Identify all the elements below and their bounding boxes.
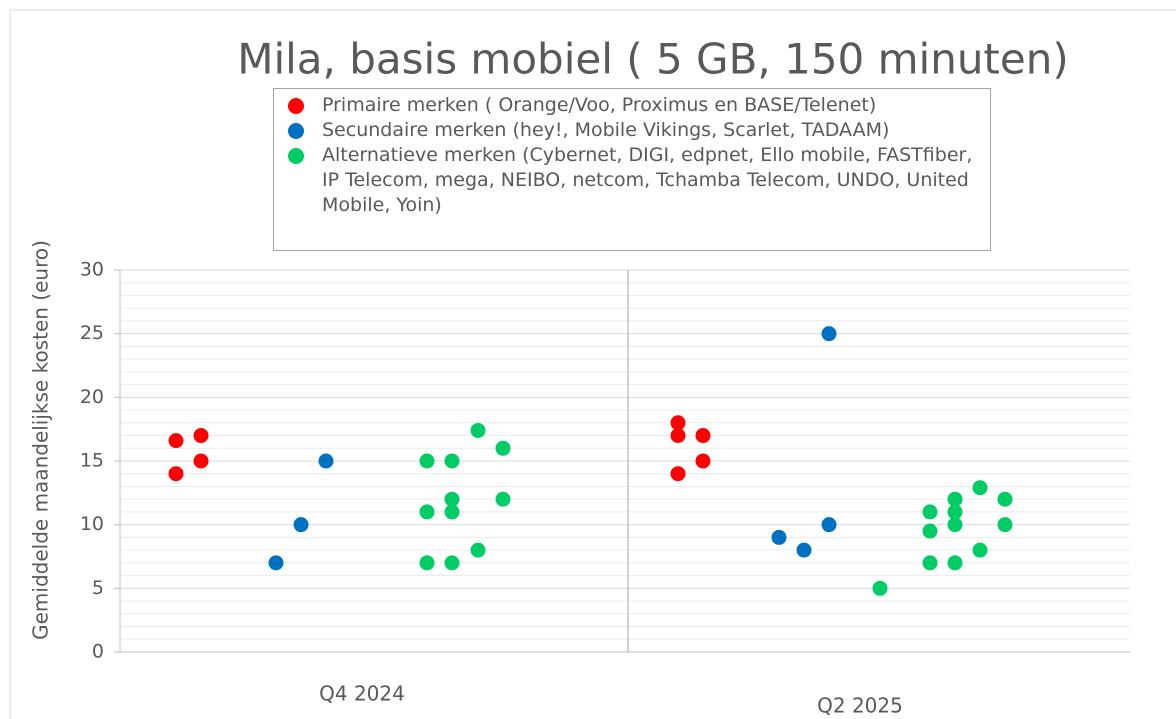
- point: [444, 504, 460, 520]
- point: [670, 428, 686, 444]
- y-tick-label: 5: [92, 577, 104, 599]
- point: [419, 504, 435, 520]
- chart-border: [9, 9, 1176, 719]
- point: [997, 491, 1013, 507]
- point: [670, 466, 686, 482]
- point: [293, 517, 309, 533]
- point: [419, 453, 435, 469]
- point: [796, 542, 812, 558]
- point: [495, 491, 511, 507]
- y-tick-label: 10: [80, 513, 104, 535]
- y-tick-label: 20: [80, 386, 104, 408]
- legend: Primaire merken ( Orange/Voo, Proximus e…: [273, 88, 991, 251]
- y-tick-label: 30: [80, 259, 104, 281]
- point: [972, 542, 988, 558]
- legend-item: Alternatieve merken (Cybernet, DIGI, edp…: [288, 143, 982, 218]
- legend-item: Secundaire merken (hey!, Mobile Vikings,…: [288, 118, 982, 143]
- point: [168, 466, 184, 482]
- point: [670, 415, 686, 431]
- point: [922, 504, 938, 520]
- point: [193, 453, 209, 469]
- point: [695, 428, 711, 444]
- point: [268, 555, 284, 571]
- point: [947, 504, 963, 520]
- point: [444, 555, 460, 571]
- legend-label: Secundaire merken (hey!, Mobile Vikings,…: [322, 119, 890, 141]
- point: [821, 517, 837, 533]
- chart-title: Mila, basis mobiel ( 5 GB, 150 minuten): [237, 35, 1069, 84]
- point: [444, 453, 460, 469]
- point: [872, 580, 888, 596]
- point: [419, 555, 435, 571]
- y-tick-label: 0: [92, 641, 104, 663]
- point: [922, 555, 938, 571]
- point: [771, 529, 787, 545]
- point: [168, 433, 184, 449]
- point: [947, 491, 963, 507]
- point: [947, 555, 963, 571]
- y-axis-label: Gemiddelde maandelijkse kosten (euro): [29, 240, 53, 640]
- legend-label: Alternatieve merken (Cybernet, DIGI, edp…: [322, 144, 973, 216]
- legend-item: Primaire merken ( Orange/Voo, Proximus e…: [288, 93, 982, 118]
- legend-marker: [288, 123, 304, 139]
- point: [444, 491, 460, 507]
- legend-marker: [288, 148, 304, 164]
- point: [495, 440, 511, 456]
- point: [470, 542, 486, 558]
- point: [193, 428, 209, 444]
- y-tick-label: 25: [80, 322, 104, 344]
- legend-label: Primaire merken ( Orange/Voo, Proximus e…: [322, 94, 877, 116]
- legend-marker: [288, 98, 304, 114]
- point: [997, 517, 1013, 533]
- point: [821, 326, 837, 342]
- x-tick-label: Q4 2024: [319, 682, 405, 706]
- x-tick-label: Q2 2025: [817, 694, 903, 718]
- point: [922, 523, 938, 539]
- point: [947, 517, 963, 533]
- point: [695, 453, 711, 469]
- point: [972, 480, 988, 496]
- point: [470, 422, 486, 438]
- point: [318, 453, 334, 469]
- y-tick-label: 15: [80, 450, 104, 472]
